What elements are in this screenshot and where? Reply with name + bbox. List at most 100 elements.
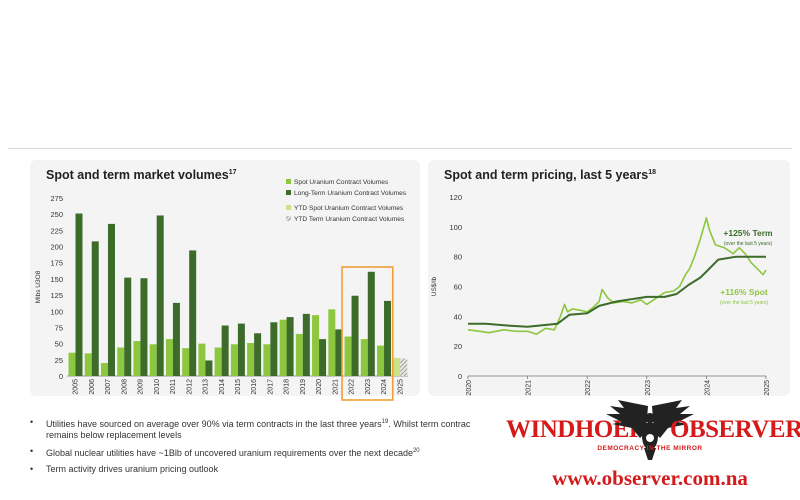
bar-term-2017 xyxy=(270,322,278,376)
x-tick-label: 2023 xyxy=(645,380,652,396)
bar-term-2018 xyxy=(286,317,294,376)
y-tick-label: 150 xyxy=(50,275,63,284)
bar-spot-2020 xyxy=(312,315,320,376)
bar-spot-2018 xyxy=(279,319,287,376)
bar-spot-2006 xyxy=(84,353,92,376)
bar-term-2024 xyxy=(384,300,392,376)
bar-spot-2021 xyxy=(328,309,336,376)
x-tick-label: 2021 xyxy=(526,380,533,396)
y-tick-label: 0 xyxy=(458,372,462,381)
y-tick-label: 200 xyxy=(50,243,63,252)
bar-spot-2011 xyxy=(165,339,173,376)
windhoek-observer-watermark: WINDHOEK OBSERVER DEMOCRACY IN THE MIRRO… xyxy=(500,398,800,500)
bar-term-2008 xyxy=(124,277,132,376)
legend-label: Spot Uranium Contract Volumes xyxy=(294,179,389,186)
bar-spot-2010 xyxy=(149,344,157,376)
bar-spot-2023 xyxy=(360,339,368,376)
bar-spot-2005 xyxy=(68,352,76,376)
bar-term-2020 xyxy=(319,339,327,376)
series-line-term xyxy=(468,255,766,328)
y-tick-label: 60 xyxy=(454,283,462,292)
x-tick-label: 2014 xyxy=(219,379,226,395)
logo-word-observer: OBSERVER xyxy=(670,416,800,443)
volumes-chart-title: Spot and term market volumes17 xyxy=(46,168,237,182)
bar-spot-2009 xyxy=(133,341,141,376)
legend-swatch xyxy=(286,205,291,210)
bar-term-2005 xyxy=(75,213,83,376)
x-tick-label: 2024 xyxy=(704,380,711,396)
y-tick-label: 40 xyxy=(454,312,462,321)
bar-spot-2008 xyxy=(117,347,125,376)
y-tick-label: 50 xyxy=(55,340,63,349)
bar-term-2021 xyxy=(335,329,343,376)
legend-label: Long-Term Uranium Contract Volumes xyxy=(294,190,407,197)
x-tick-label: 2012 xyxy=(186,379,193,395)
bar-spot-2012 xyxy=(182,348,190,376)
y-tick-label: 120 xyxy=(449,193,462,202)
bar-term-2016 xyxy=(254,333,262,376)
bar-term-2007 xyxy=(107,223,115,376)
bar-spot-2014 xyxy=(214,347,222,376)
legend-label: YTD Spot Uranium Contract Volumes xyxy=(294,205,404,212)
y-tick-label: 25 xyxy=(55,356,63,365)
legend-swatch xyxy=(286,179,291,184)
bar-term-2011 xyxy=(172,302,180,376)
x-tick-label: 2016 xyxy=(251,379,258,395)
bar-term-2014 xyxy=(221,325,229,376)
x-tick-label: 2011 xyxy=(170,379,177,394)
x-tick-label: 2019 xyxy=(300,379,307,395)
x-tick-label: 2022 xyxy=(585,380,592,396)
volumes-bar-chart: 0 25 50 75 100 125 150 175 200 225 250 275 Mlbs U3O8… xyxy=(35,179,408,401)
bar-spot-2007 xyxy=(100,363,108,376)
y-tick-label: 100 xyxy=(50,307,63,316)
annotation-term-label: +125% Term xyxy=(723,228,773,238)
bar-spot-2022 xyxy=(344,336,352,376)
y-tick-label: 275 xyxy=(50,194,63,203)
slide-divider xyxy=(8,148,792,149)
series-line-spot xyxy=(467,217,767,335)
x-tick-label: 2023 xyxy=(365,379,372,395)
x-tick-label: 2025 xyxy=(397,379,404,395)
x-tick-label: 2025 xyxy=(764,380,771,396)
x-tick-label: 2020 xyxy=(466,380,473,396)
pricing-line-chart: 0 20 40 60 80 100 120 US$/lb 2020 2021 2022 2023 202… xyxy=(431,193,773,396)
annotation-spot-label: +116% Spot xyxy=(720,287,768,297)
key-points-list: Utilities have sourced on average over 9… xyxy=(30,417,470,480)
annotation-term-subtext: (over the last 5 years) xyxy=(724,241,773,247)
bar-ytd-term-2025 xyxy=(400,358,408,376)
y-axis-label: US$/lb xyxy=(431,276,438,296)
bar-spot-2013 xyxy=(198,343,206,376)
bar-spot-2017 xyxy=(263,344,271,376)
x-tick-label: 2024 xyxy=(381,379,388,395)
bar-term-2015 xyxy=(237,323,245,376)
y-tick-label: 175 xyxy=(50,259,63,268)
y-tick-label: 80 xyxy=(454,253,462,262)
y-tick-label: 225 xyxy=(50,226,63,235)
eagle-emblem-icon xyxy=(606,400,694,460)
y-tick-label: 125 xyxy=(50,291,63,300)
legend-swatch xyxy=(286,216,291,221)
bar-spot-2019 xyxy=(295,333,303,376)
x-tick-label: 2017 xyxy=(267,379,274,395)
bullet-term-contracts: Utilities have sourced on average over 9… xyxy=(30,417,470,441)
x-tick-label: 2009 xyxy=(138,379,145,395)
x-tick-label: 2008 xyxy=(121,379,128,395)
y-tick-label: 0 xyxy=(59,372,63,381)
volumes-chart-panel: Spot and term market volumes17 0 25 50 75 10… xyxy=(30,160,420,401)
bar-term-2019 xyxy=(302,313,310,376)
bullet-term-activity: Term activity drives uranium pricing out… xyxy=(30,464,470,475)
y-tick-label: 100 xyxy=(449,223,462,232)
y-tick-label: 250 xyxy=(50,210,63,219)
bar-term-2012 xyxy=(189,250,197,376)
x-tick-label: 2010 xyxy=(154,379,161,395)
x-tick-label: 2022 xyxy=(349,379,356,395)
legend-label: YTD Term Uranium Contract Volumes xyxy=(294,216,405,223)
bullet-uncovered-requirements: Global nuclear utilities have ~1Blb of u… xyxy=(30,446,470,459)
bar-spot-2024 xyxy=(377,345,385,376)
x-tick-label: 2021 xyxy=(332,379,339,395)
bar-term-2009 xyxy=(140,278,148,376)
x-tick-label: 2006 xyxy=(89,379,96,395)
logo-tagline: DEMOCRACY IN THE MIRROR xyxy=(597,445,703,452)
y-tick-label: 20 xyxy=(454,342,462,351)
bar-term-2023 xyxy=(367,271,375,376)
